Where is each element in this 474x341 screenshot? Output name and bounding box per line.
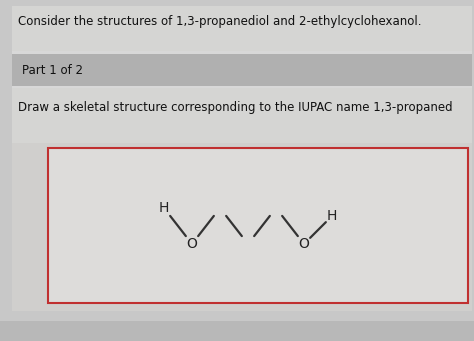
Bar [12,143,472,311]
Bar [12,54,472,86]
Bar [12,88,472,143]
Bar [12,6,472,51]
Text: Consider the structures of 1,3-propanediol and 2-ethylcyclohexanol.: Consider the structures of 1,3-propanedi… [18,15,421,28]
Bar [12,6,472,311]
Text: H: H [159,201,169,215]
Text: O: O [187,237,198,251]
Text: H: H [327,209,337,223]
Bar [48,148,468,303]
Text: Draw a skeletal structure corresponding to the IUPAC name 1,3-propaned: Draw a skeletal structure corresponding … [18,101,453,114]
Text: Part 1 of 2: Part 1 of 2 [22,63,83,76]
Text: O: O [299,237,310,251]
